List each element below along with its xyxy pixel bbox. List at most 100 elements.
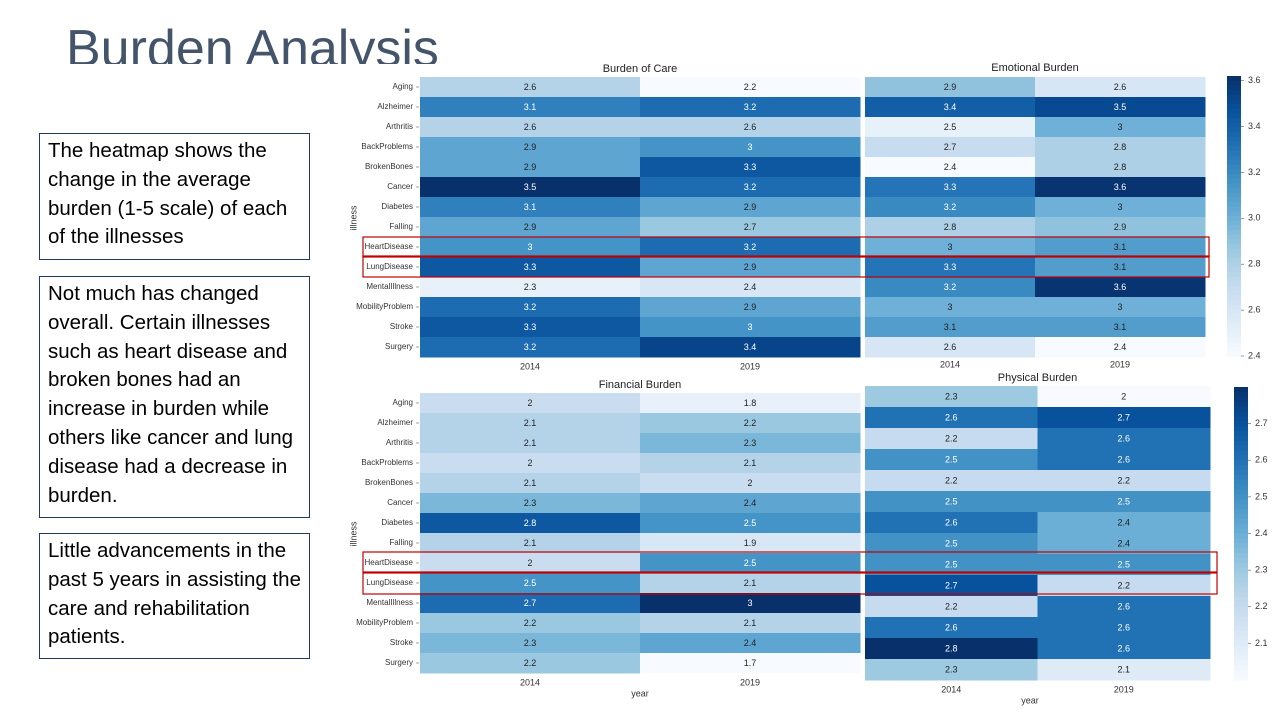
cell-value-label: 3 — [747, 598, 752, 608]
cell-value-label: 2.7 — [744, 222, 757, 232]
heatmap-cell — [640, 277, 861, 298]
cell-value-label: 2.6 — [945, 412, 958, 422]
cell-value-label: 3.2 — [524, 342, 537, 352]
cell-value-label: 3.3 — [524, 262, 537, 272]
heatmap-cell — [865, 257, 1036, 278]
cell-value-label: 2.9 — [744, 302, 757, 312]
highlight-heartdisease-bottom — [362, 551, 1218, 573]
heatmap-cell — [640, 217, 861, 238]
heatmap-cell — [1037, 638, 1211, 660]
heatmap-cell — [640, 237, 861, 258]
row-tick-label: HeartDisease — [365, 558, 414, 567]
colorbar-emotional-segment — [1227, 318, 1241, 324]
colorbar-physical-segment — [1234, 421, 1248, 427]
row-tick-label: HeartDisease — [365, 242, 414, 251]
cell-value-label: 2.7 — [945, 580, 958, 590]
colorbar-physical-segment — [1234, 533, 1248, 539]
heatmap-cell — [865, 237, 1036, 258]
colorbar-physical-segment — [1234, 450, 1248, 456]
heatmap-cell — [640, 573, 861, 594]
heatmap-cell — [640, 633, 861, 654]
cell-value-label: 2.6 — [1114, 82, 1127, 92]
cell-value-label: 3.4 — [944, 102, 957, 112]
heatmap-cell — [1037, 386, 1211, 408]
colorbar-physical-segment — [1234, 557, 1248, 564]
year-tick-label: 2019 — [1114, 684, 1134, 694]
colorbar-emotional-segment — [1227, 150, 1241, 156]
heatmap-cell — [1035, 97, 1206, 118]
text-box-conclusion: Little advancements in the past 5 years … — [39, 533, 310, 659]
heatmap-cell — [640, 433, 861, 454]
heatmap-cell — [1035, 157, 1206, 178]
row-tick-label: Cancer — [387, 498, 413, 507]
heatmap-cell — [420, 257, 641, 278]
heatmap-cell — [1037, 470, 1211, 492]
heatmap-cell — [1035, 317, 1206, 338]
heatmap-cell — [865, 297, 1036, 318]
colorbar-physical-segment — [1234, 587, 1248, 593]
colorbar-emotional-segment — [1227, 146, 1241, 152]
cell-value-label: 2.6 — [1117, 601, 1130, 611]
colorbar-physical-segment — [1234, 596, 1248, 603]
cell-value-label: 2.5 — [744, 518, 757, 528]
cell-value-label: 3.6 — [1114, 182, 1127, 192]
colorbar-physical-segment — [1234, 499, 1248, 505]
year-tick-label: 2019 — [1110, 359, 1130, 369]
colorbar-physical-segment — [1234, 601, 1248, 608]
row-tick-label: BrokenBones — [365, 162, 413, 171]
colorbar-tick-label: 2.1 — [1255, 638, 1268, 648]
colorbar-emotional-segment — [1227, 127, 1241, 133]
heatmap-cell — [640, 453, 861, 474]
cell-value-label: 2.1 — [1117, 664, 1130, 674]
row-tick-label: Alzheimer — [377, 102, 413, 111]
colorbar-physical-segment — [1234, 426, 1248, 432]
heatmap-cell — [865, 596, 1038, 618]
cell-value-label: 2.8 — [1114, 142, 1127, 152]
colorbar-physical-segment — [1234, 484, 1248, 491]
colorbar-emotional-segment — [1227, 113, 1241, 119]
cell-value-label: 2.4 — [744, 282, 757, 292]
panel-title: Emotional Burden — [991, 62, 1078, 74]
cell-value-label: 2.5 — [945, 454, 958, 464]
heatmap-cell — [420, 97, 641, 118]
heatmap-cell — [865, 197, 1036, 218]
heatmap-cell — [420, 613, 641, 634]
row-tick-label: Arthritis — [386, 438, 413, 447]
cell-value-label: 3.2 — [944, 202, 957, 212]
cell-value-label: 2.5 — [1117, 559, 1130, 569]
colorbar-tick-label: 2.2 — [1255, 601, 1268, 611]
colorbar-physical-segment — [1234, 562, 1248, 569]
cell-value-label: 2.2 — [524, 658, 537, 668]
heatmap-cell — [865, 317, 1036, 338]
row-tick-label: BrokenBones — [365, 478, 413, 487]
colorbar-emotional-segment — [1227, 332, 1241, 338]
colorbar-emotional-segment — [1227, 258, 1241, 264]
heatmap-cell — [420, 277, 641, 298]
colorbar-physical-segment — [1234, 387, 1248, 393]
colorbar-tick-label: 2.4 — [1255, 528, 1268, 538]
colorbar-emotional-segment — [1227, 351, 1241, 357]
colorbar-emotional-segment — [1227, 160, 1241, 166]
cell-value-label: 2.4 — [944, 162, 957, 172]
heatmap-cell — [1037, 617, 1211, 639]
row-tick-label: Aging — [393, 398, 413, 407]
cell-value-label: 2.8 — [524, 518, 537, 528]
cell-value-label: 2.9 — [1114, 222, 1127, 232]
cell-value-label: 3 — [1117, 302, 1122, 312]
cell-value-label: 2.5 — [945, 538, 958, 548]
colorbar-emotional-segment — [1227, 136, 1241, 142]
heatmap-cell — [640, 177, 861, 198]
cell-value-label: 2.8 — [944, 222, 957, 232]
cell-value-label: 2.1 — [524, 438, 537, 448]
heatmap-cell — [865, 407, 1038, 429]
cell-value-label: 3.2 — [744, 182, 757, 192]
heatmap-cell — [640, 473, 861, 494]
cell-value-label: 2.3 — [744, 438, 757, 448]
heatmap-cell — [640, 553, 861, 574]
cell-value-label: 2.6 — [945, 517, 958, 527]
heatmap-cell — [420, 453, 641, 474]
colorbar-physical-segment — [1234, 636, 1248, 642]
row-tick-label: LungDisease — [366, 262, 413, 271]
heatmap-cell — [1037, 554, 1211, 576]
